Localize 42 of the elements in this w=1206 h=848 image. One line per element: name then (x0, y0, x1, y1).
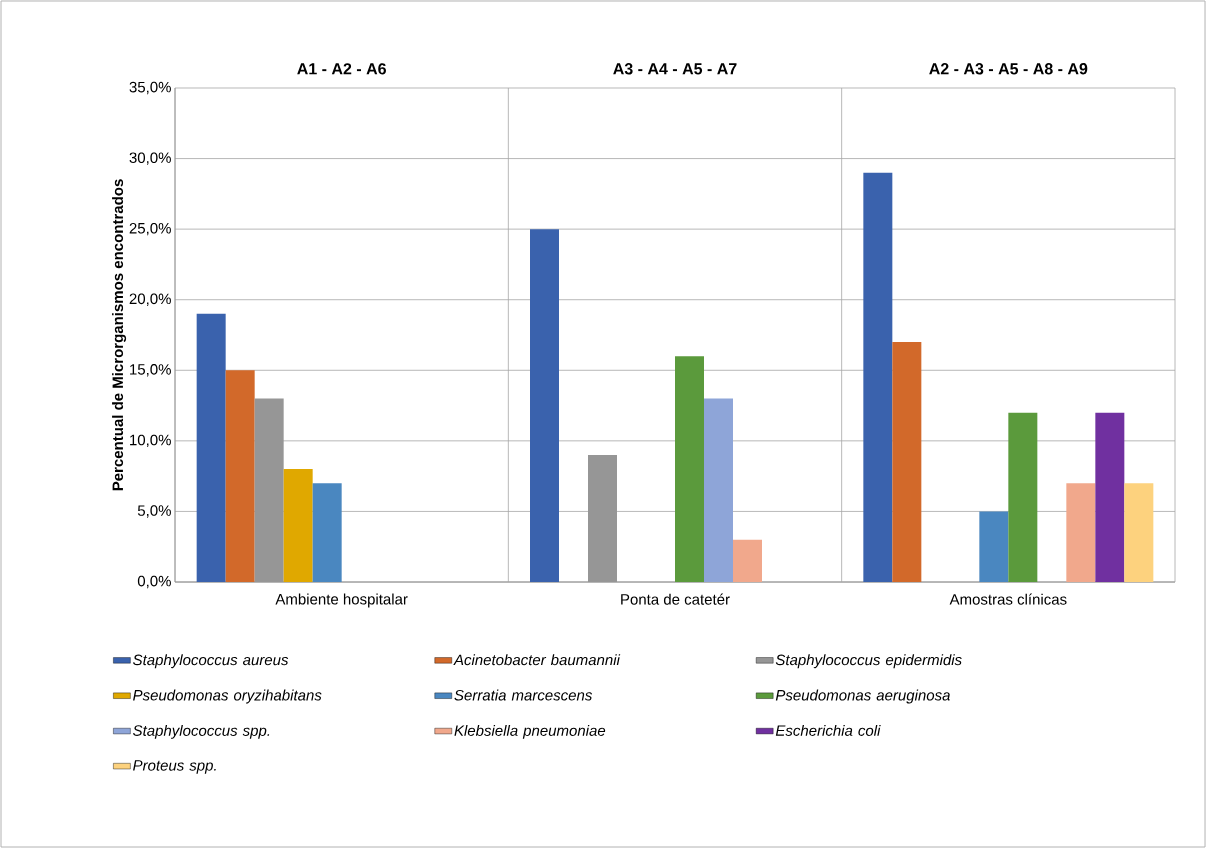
bar (892, 342, 922, 582)
bar (312, 483, 342, 582)
x-tick-label: Ponta de catetér (621, 593, 730, 605)
legend-label: Acinetobacter baumannii (453, 654, 621, 666)
bar (254, 398, 284, 582)
x-tick-label: Ambiente hospitalar (275, 593, 408, 608)
y-tick-label: 20,0% (129, 293, 171, 306)
y-tick-label: 0,0% (137, 575, 171, 589)
bar (733, 539, 762, 582)
bar (225, 370, 255, 582)
bar (704, 398, 733, 582)
y-tick-label: 30,0% (129, 152, 171, 165)
y-tick-label: 5,0% (137, 505, 171, 518)
legend-label: Proteus spp. (133, 760, 216, 774)
text: A1 - A2 - A6 (297, 63, 386, 75)
y-tick-label: 35,0% (129, 81, 171, 95)
bar (1066, 483, 1096, 582)
legend-label: Escherichia coli (775, 724, 881, 736)
legend-label: Serratia marcescens (454, 689, 593, 701)
y-tick-label: 25,0% (129, 222, 171, 236)
bar (1124, 483, 1154, 582)
text: A2 - A3 - A5 - A8 - A9 (929, 63, 1088, 75)
legend-label: Staphylococcus epidermidis (775, 654, 962, 669)
legend-label: Staphylococcus spp. (133, 724, 270, 739)
bar (1008, 412, 1038, 582)
bar (675, 356, 704, 582)
legend-label: Staphylococcus aureus (133, 654, 289, 669)
bar (196, 313, 226, 582)
y-axis-title: Percentual de Microrganismos encontrados (112, 179, 127, 491)
legend-label: Klebsiella pneumoniae (454, 724, 606, 739)
legend-label: Pseudomonas oryzihabitans (133, 689, 322, 704)
text: A3 - A4 - A5 - A7 (613, 63, 737, 75)
y-tick-label: 10,0% (130, 434, 171, 448)
legend-label: Pseudomonas aeruginosa (775, 689, 950, 704)
x-tick-label: Amostras clínicas (949, 593, 1067, 605)
bar (1095, 412, 1125, 582)
bar (530, 229, 559, 582)
y-tick-label: 15,0% (130, 364, 171, 377)
bar (979, 511, 1009, 582)
bar (588, 454, 617, 582)
bar (863, 172, 893, 582)
bar (283, 469, 313, 582)
